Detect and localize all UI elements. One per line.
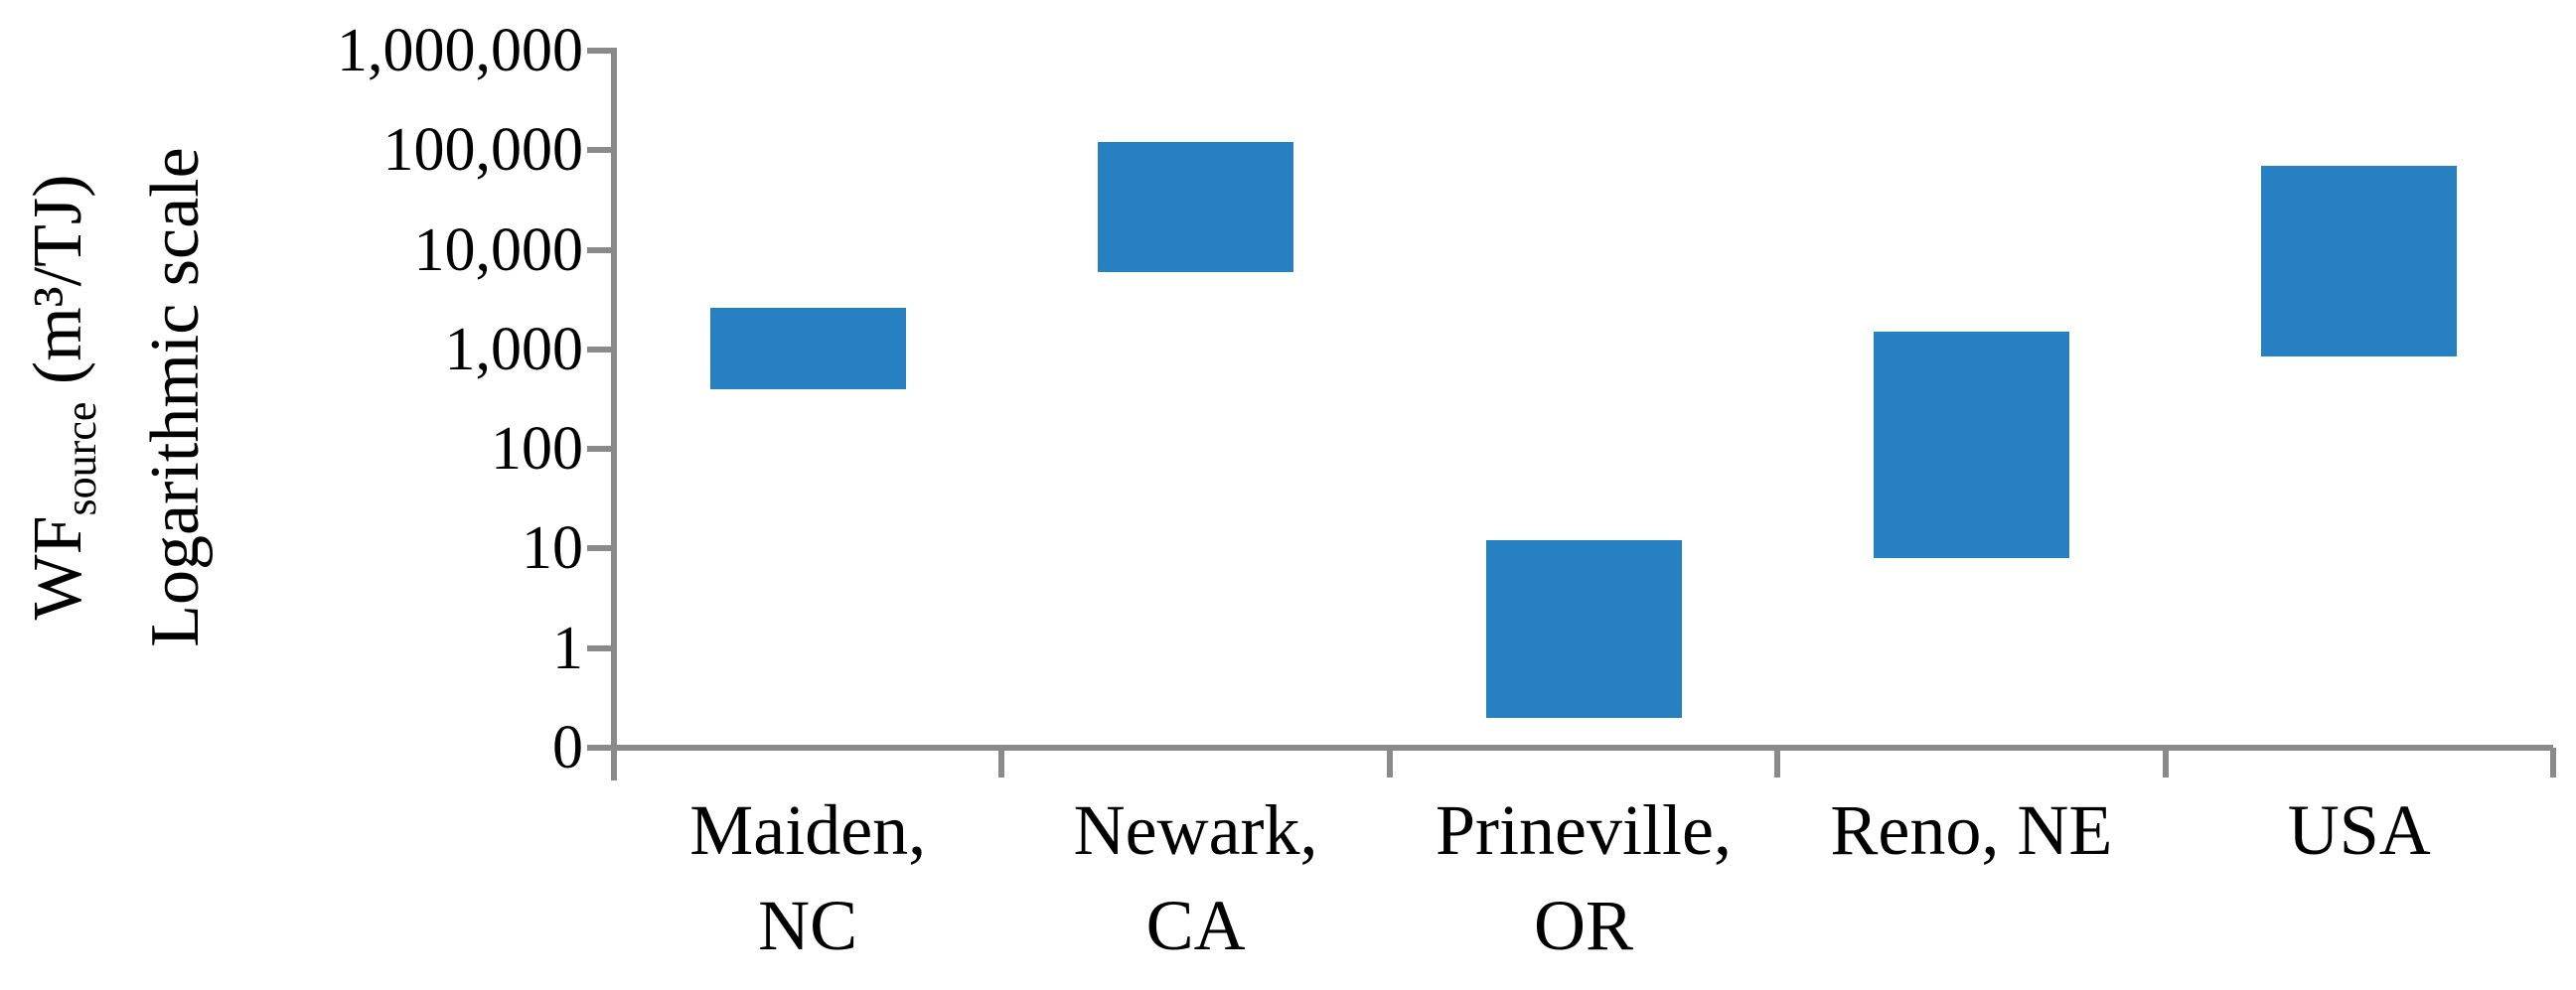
bar <box>1485 540 1682 718</box>
y-tick-mark <box>587 644 614 651</box>
x-tick-mark <box>998 748 1005 778</box>
y-tick-mark <box>587 346 614 353</box>
x-category-label: Newark, CA <box>1073 790 1318 965</box>
x-tick-mark <box>2550 748 2556 778</box>
bar <box>709 308 906 389</box>
y-tick-label: 1,000,000 <box>337 17 583 84</box>
x-category-label: Prineville, OR <box>1436 790 1732 965</box>
x-category-label: Reno, NE <box>1830 790 2113 870</box>
x-tick-mark <box>1774 748 1781 778</box>
y-tick-label: 100 <box>491 415 583 484</box>
y-tick-mark <box>587 446 614 453</box>
y-tick-label: 10,000 <box>413 215 584 284</box>
y-tick-mark <box>587 246 614 253</box>
y-tick-label: 1 <box>552 614 583 682</box>
bar <box>1873 332 2069 559</box>
x-tick-mark <box>2162 748 2169 778</box>
y-tick-label: 10 <box>522 514 583 583</box>
x-axis-line <box>587 745 2553 751</box>
y-tick-mark <box>587 147 614 154</box>
y-tick-label: 1,000 <box>444 315 584 383</box>
y-tick-label: 0 <box>552 714 583 781</box>
x-tick-mark <box>1386 748 1393 778</box>
y-tick-mark <box>587 48 614 54</box>
x-category-label: USA <box>2287 790 2431 870</box>
bar <box>1098 142 1294 272</box>
x-category-label: Maiden, NC <box>689 790 927 965</box>
y-tick-label: 100,000 <box>382 116 584 185</box>
y-tick-mark <box>587 545 614 552</box>
y-axis-line <box>611 48 617 780</box>
y-tick-mark <box>587 745 614 751</box>
bar <box>2261 165 2458 356</box>
